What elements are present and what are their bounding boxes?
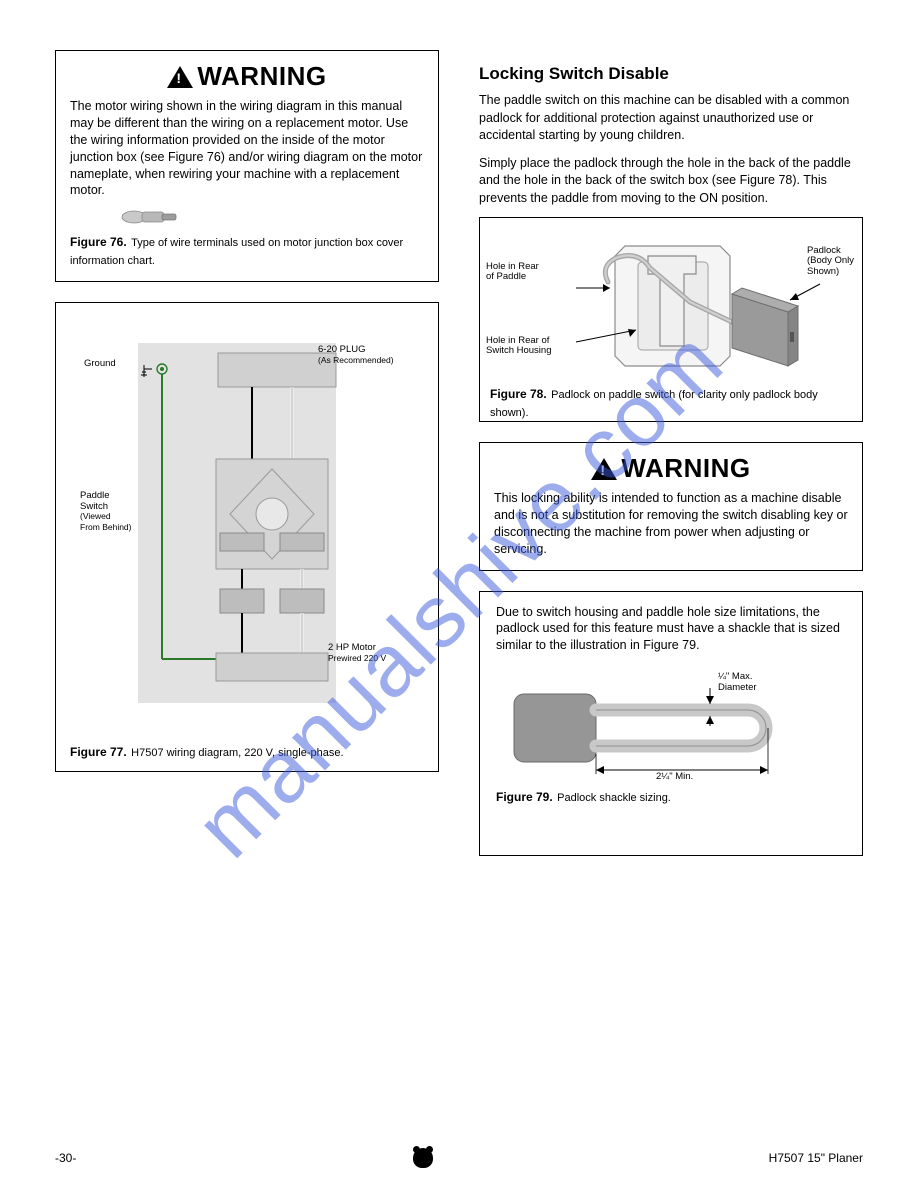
warning-heading-2: WARNING: [494, 453, 848, 484]
fig78-callout-front: Hole in Rearof Paddle: [486, 262, 539, 283]
wiring-label-ground: Ground: [84, 359, 116, 369]
warning-triangle-icon-2: [591, 458, 617, 480]
fig77-sub: H7507 wiring diagram, 220 V, single-phas…: [131, 747, 343, 759]
fig77-caption-row: Figure 77. H7507 wiring diagram, 220 V, …: [70, 743, 344, 761]
paragraph-2: Simply place the padlock through the hol…: [479, 155, 863, 208]
wiring-label-motor: 2 HP MotorPrewired 220 V: [328, 643, 386, 664]
fig79-dim-len: 2¼" Min.: [656, 772, 693, 782]
warning-box-2: WARNING This locking ability is intended…: [479, 442, 863, 571]
left-column: WARNING The motor wiring shown in the wi…: [55, 50, 439, 876]
warning-body-2: This locking ability is intended to func…: [494, 490, 848, 558]
fig78-caption-row: Figure 78. Padlock on paddle switch (for…: [490, 385, 852, 421]
fig79-intro: Due to switch housing and paddle hole si…: [496, 604, 846, 655]
fig79-box: Due to switch housing and paddle hole si…: [479, 591, 863, 856]
fig78-callout-rear: Hole in Rear ofSwitch Housing: [486, 336, 551, 357]
warning-body-1: The motor wiring shown in the wiring dia…: [70, 98, 424, 199]
fig79-sub: Padlock shackle sizing.: [557, 792, 671, 804]
fig79-number: Figure 79.: [496, 790, 553, 804]
fig76-caption: Figure 76. Type of wire terminals used o…: [70, 233, 424, 269]
fig79-caption-row: Figure 79. Padlock shackle sizing.: [496, 788, 846, 806]
fig78-box: Hole in Rearof Paddle Hole in Rear ofSwi…: [479, 217, 863, 422]
model-label: H7507 15" Planer: [769, 1151, 863, 1165]
right-column: Locking Switch Disable The paddle switch…: [479, 50, 863, 876]
fig77-number: Figure 77.: [70, 745, 127, 759]
page-footer: -30- H7507 15" Planer: [0, 1148, 918, 1168]
two-column-layout: WARNING The motor wiring shown in the wi…: [55, 50, 863, 876]
fig79-dim-dia: ¼" Max.Diameter: [718, 672, 757, 693]
fig76-number: Figure 76.: [70, 235, 127, 249]
wiring-label-switch: PaddleSwitch(ViewedFrom Behind): [80, 491, 132, 533]
warning-heading-text-1: WARNING: [197, 61, 326, 92]
fig78-callout-padlock: Padlock(Body OnlyShown): [807, 246, 854, 277]
warning-heading-text-2: WARNING: [621, 453, 750, 484]
terminal-illustration: [120, 205, 180, 229]
bear-logo-icon: [413, 1148, 433, 1168]
wiring-label-plug: 6-20 PLUG(As Recommended): [318, 345, 394, 366]
wiring-diagram-box: 6-20 PLUG(As Recommended) Ground PaddleS…: [55, 302, 439, 772]
fig78-number: Figure 78.: [490, 387, 547, 401]
warning-box-1: WARNING The motor wiring shown in the wi…: [55, 50, 439, 282]
padlock-illustration: ¼" Max.Diameter 2¼" Min.: [496, 664, 846, 784]
page-number: -30-: [55, 1151, 76, 1165]
paragraph-1: The paddle switch on this machine can be…: [479, 92, 863, 145]
section-heading: Locking Switch Disable: [479, 64, 863, 84]
warning-heading-1: WARNING: [70, 61, 424, 92]
warning-triangle-icon: [167, 66, 193, 88]
